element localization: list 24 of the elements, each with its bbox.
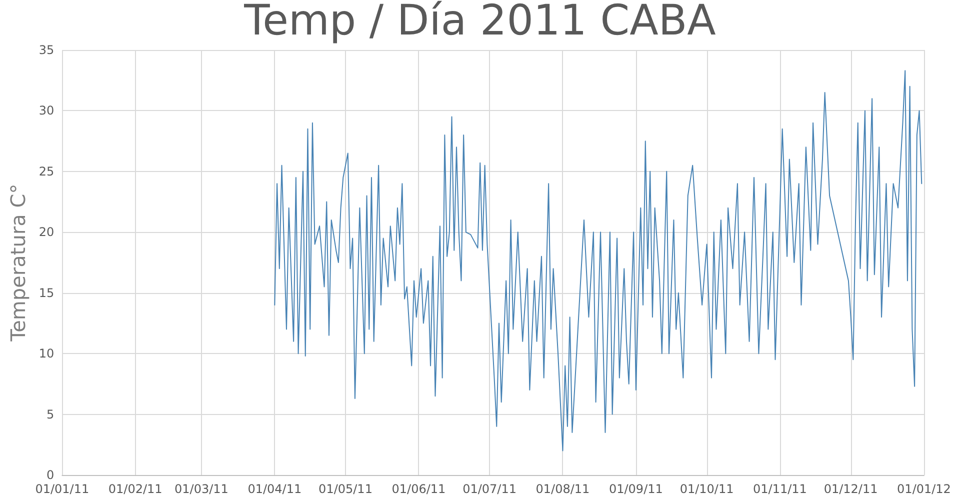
x-tick-label: 01/01/11	[35, 482, 90, 496]
y-tick-label: 25	[38, 164, 54, 178]
x-tick-label: 01/06/11	[392, 482, 446, 496]
x-tick-label: 01/04/11	[248, 482, 302, 496]
x-tick-label: 01/05/11	[318, 482, 372, 496]
x-tick-label: 01/03/11	[174, 482, 228, 496]
x-tick-label: 01/12/11	[824, 482, 878, 496]
y-tick-label: 0	[46, 468, 54, 482]
x-tick-label: 01/02/11	[108, 482, 162, 496]
y-tick-label: 10	[38, 346, 54, 361]
chart-title: Temp / Día 2011 CABA	[243, 0, 716, 44]
x-tick-label: 01/09/11	[608, 482, 663, 496]
x-tick-label: 01/11/11	[753, 482, 807, 496]
y-axis-title: Temperatura C°	[6, 184, 30, 342]
x-tick-label: 01/07/11	[462, 482, 516, 496]
x-tick-label: 01/08/11	[536, 482, 590, 496]
y-tick-label: 20	[38, 225, 54, 240]
y-tick-label: 15	[38, 286, 54, 300]
x-tick-label: 01/01/12	[897, 482, 951, 496]
y-tick-label: 5	[46, 407, 54, 422]
y-tick-label: 35	[38, 43, 54, 57]
y-tick-label: 30	[38, 104, 54, 118]
line-series	[274, 70, 922, 452]
x-tick-label: 01/10/11	[680, 482, 734, 496]
